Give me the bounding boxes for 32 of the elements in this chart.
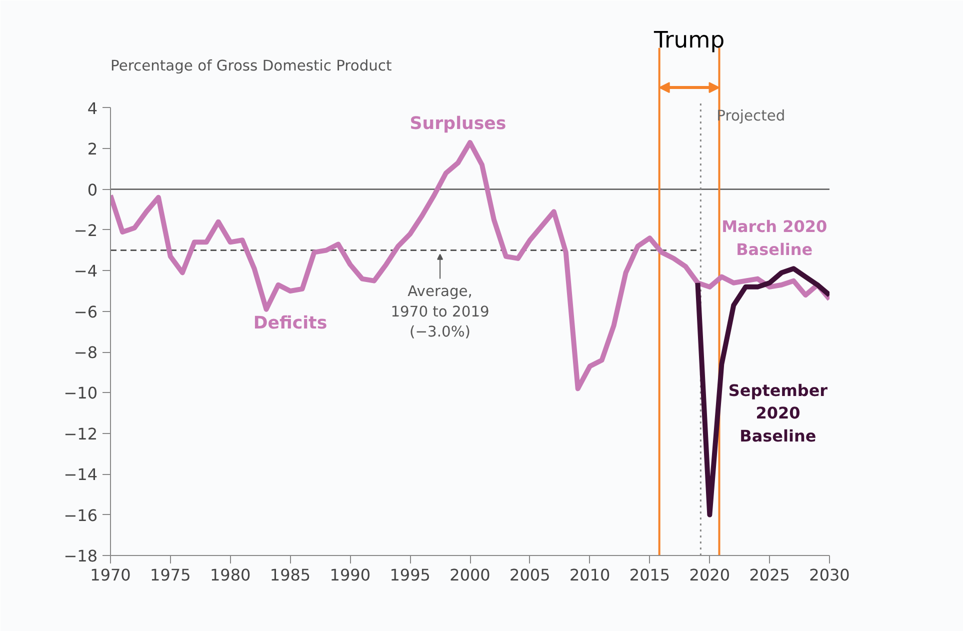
y-tick-label: −2 [74, 220, 98, 240]
series-label: September 2020 Baseline [728, 380, 828, 446]
x-tick-label: 2020 [689, 566, 730, 584]
y-tick-label: 2 [87, 140, 98, 159]
x-tick-label: 2030 [809, 566, 850, 584]
y-tick-label: −6 [74, 302, 98, 322]
x-tick-label: 2010 [569, 566, 610, 584]
x-tick-label: 1985 [270, 566, 311, 584]
y-axis-title: Percentage of Gross Domestic Product [110, 58, 392, 75]
y-tick-label: −16 [64, 506, 98, 525]
x-tick-label: 1970 [90, 566, 131, 584]
annotation: Average, 1970 to 2019 (−3.0%) [390, 282, 490, 341]
x-tick-label: 2005 [510, 566, 550, 584]
y-tick-label: −12 [64, 424, 98, 444]
x-tick-label: 1990 [330, 566, 371, 584]
x-tick-label: 1975 [150, 566, 191, 584]
y-tick-label: −8 [74, 343, 98, 362]
annotation: Deficits [253, 314, 328, 334]
x-tick-label: 2015 [629, 566, 670, 584]
x-tick-label: 1995 [390, 566, 430, 584]
text: Trump [652, 28, 725, 54]
y-tick-label: 4 [87, 98, 98, 118]
y-tick-label: −10 [64, 384, 98, 403]
x-tick-label: 2000 [450, 566, 490, 584]
y-tick-label: −14 [64, 465, 98, 484]
series-label: March 2020 Baseline [722, 217, 828, 259]
x-tick-label: 2025 [749, 566, 790, 584]
annotation: Surpluses [410, 114, 506, 134]
y-tick-label: 0 [87, 180, 98, 200]
y-tick-label: −18 [64, 546, 98, 566]
y-tick-label: −4 [74, 262, 98, 281]
x-tick-label: 1980 [210, 566, 251, 584]
